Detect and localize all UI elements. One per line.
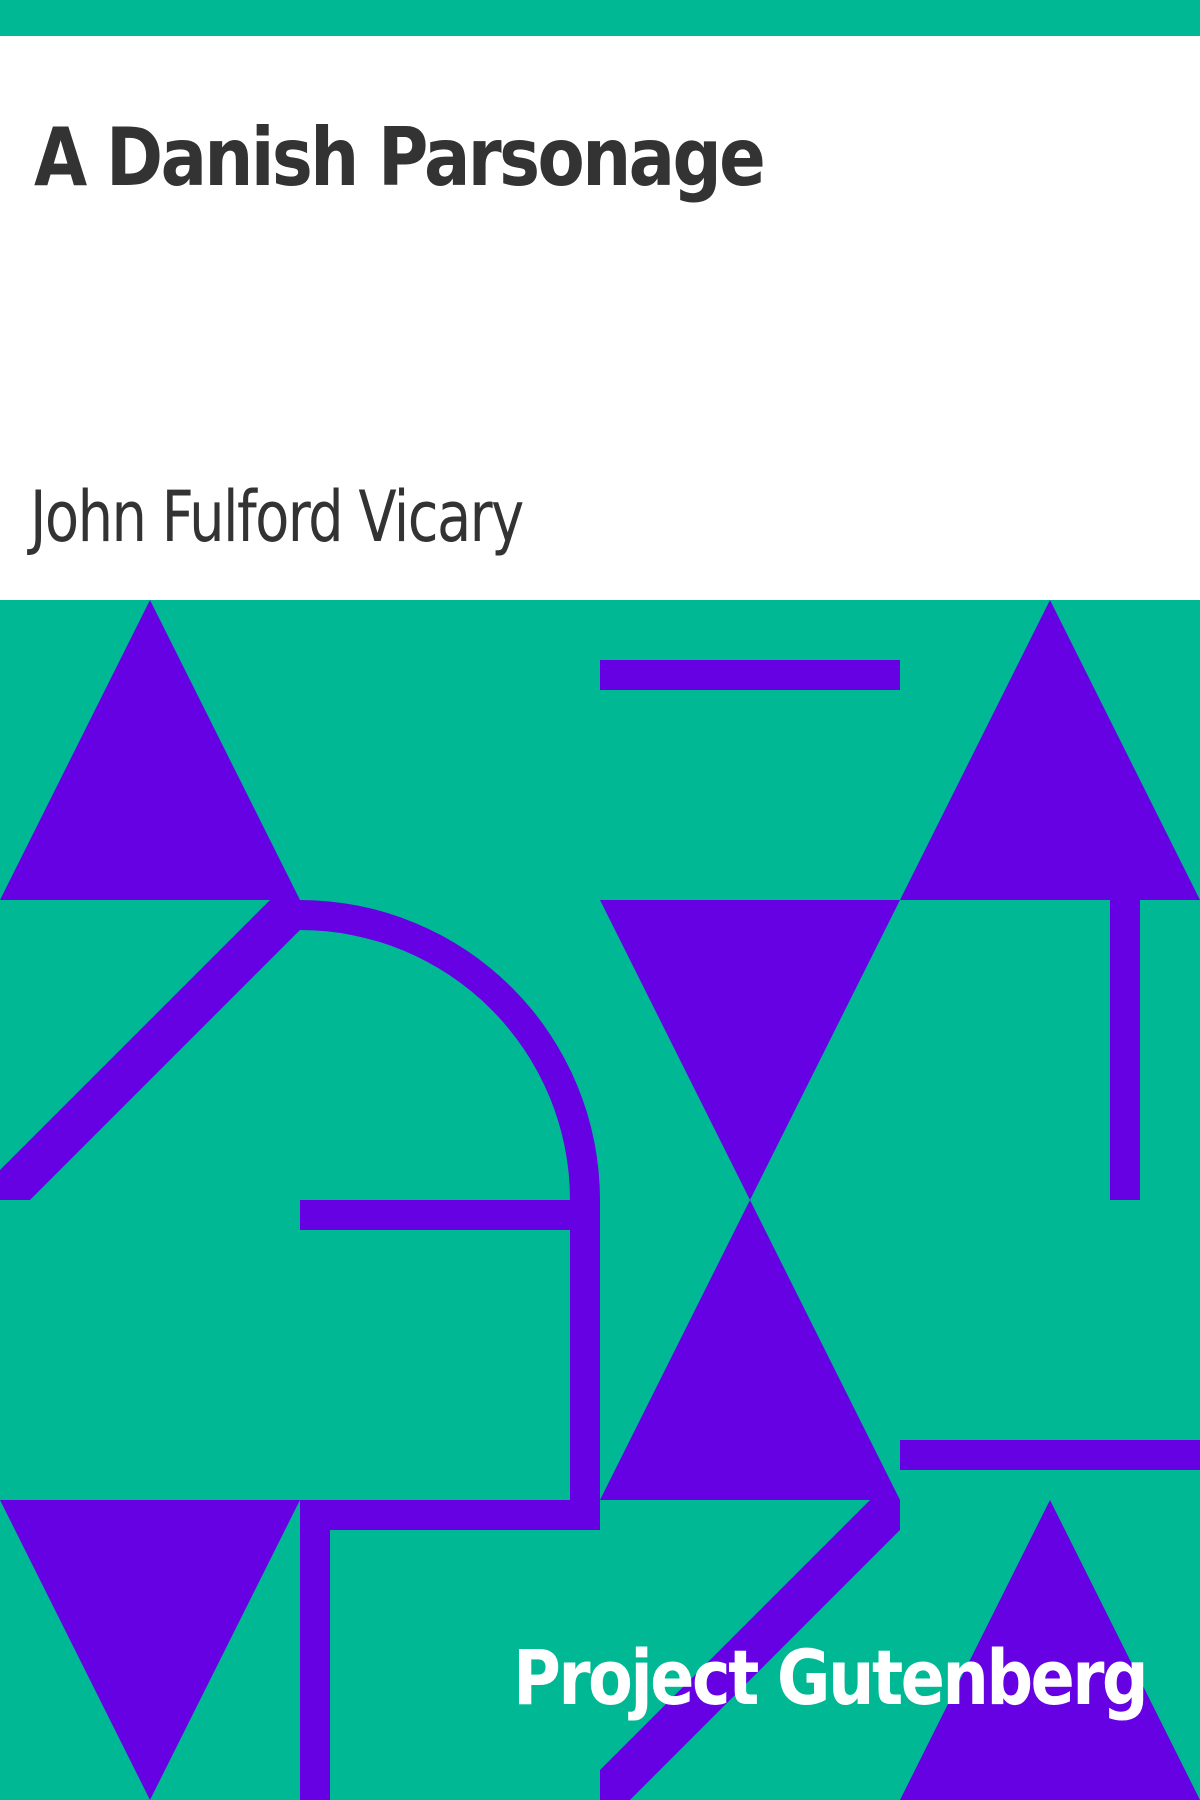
publisher-name: Project Gutenberg (512, 1633, 1149, 1722)
triangle-down-shape (600, 900, 900, 1200)
bar-shape (900, 1440, 1200, 1470)
diagonal-band-shape (600, 1500, 900, 1800)
triangle-up-shape (900, 600, 1200, 900)
triangle-up-shape (900, 1500, 1200, 1800)
book-title: A Danish Parsonage (34, 111, 766, 204)
book-author: John Fulford Vicary (30, 476, 524, 558)
top-accent-bar (0, 0, 1200, 36)
bar-shape (300, 1530, 330, 1800)
triangle-down-shape (0, 1500, 300, 1800)
cover-pattern (0, 600, 1200, 1800)
bar-shape (570, 1200, 600, 1500)
bar-shape (600, 660, 900, 690)
diagonal-band-shape (0, 900, 300, 1200)
triangle-up-shape (0, 600, 300, 900)
geometric-pattern-graphic (0, 600, 1200, 1800)
bar-shape (300, 1200, 570, 1230)
arc-shape (300, 900, 600, 1200)
triangle-up-shape (600, 1200, 900, 1500)
cover-header: A Danish Parsonage John Fulford Vicary (0, 36, 1200, 600)
bar-shape (1110, 900, 1140, 1200)
bar-shape (300, 1500, 600, 1530)
